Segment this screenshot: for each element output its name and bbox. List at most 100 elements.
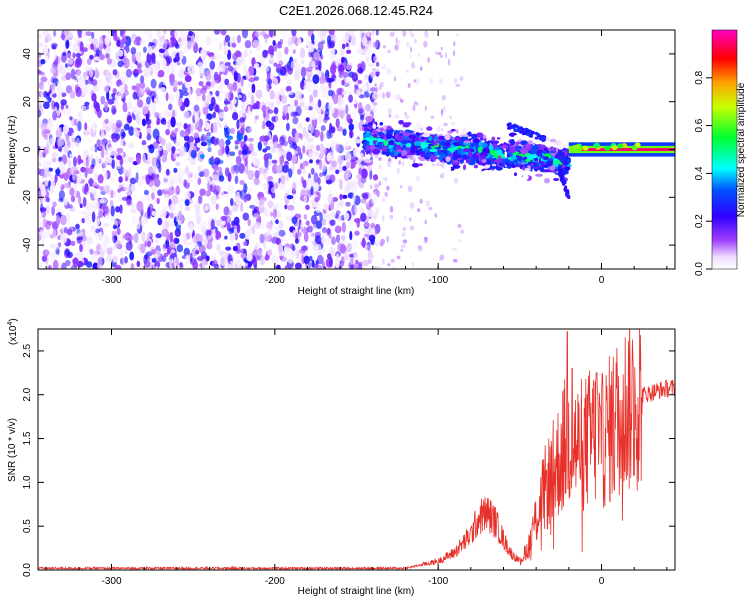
noise-cell [240, 253, 247, 259]
noise-cell [146, 96, 151, 105]
noise-cell [286, 215, 293, 221]
noise-cell [70, 195, 76, 203]
noise-cell [188, 30, 194, 37]
noise-cell [287, 257, 294, 264]
noise-cell [267, 249, 273, 256]
noise-cell [63, 196, 69, 206]
noise-cell [187, 64, 192, 74]
noise-cell [227, 65, 234, 72]
faint-cell [423, 40, 428, 48]
noise-cell [110, 205, 115, 217]
faint-cell [411, 32, 414, 38]
snr-ytick-label: 2.5 [22, 344, 33, 358]
colorbar-tick-label: 0.6 [694, 118, 705, 132]
noise-cell [151, 59, 156, 65]
noise-cell [94, 143, 98, 153]
echo-blob [571, 144, 578, 150]
noise-cell [241, 30, 249, 39]
noise-cell [116, 147, 124, 154]
noise-cell [51, 152, 59, 158]
band-cell [370, 145, 376, 150]
noise-cell [137, 99, 144, 108]
noise-cell [225, 246, 232, 251]
noise-cell [127, 156, 134, 163]
faint-cell [386, 235, 389, 243]
band-cell [472, 154, 479, 160]
faint-cell [452, 50, 456, 57]
faint-cell [453, 177, 459, 184]
noise-cell [237, 88, 242, 95]
band-cell [509, 146, 517, 154]
noise-cell [93, 193, 99, 200]
noise-cell [74, 63, 80, 68]
noise-cell [239, 248, 247, 254]
noise-cell [331, 144, 335, 152]
band-cell [373, 134, 378, 138]
band-cell [513, 172, 518, 177]
noise-cell [70, 240, 76, 246]
noise-cell [260, 31, 267, 36]
noise-cell [345, 104, 349, 115]
faint-cell [413, 79, 417, 83]
noise-cell [303, 214, 308, 220]
noise-cell [220, 215, 228, 221]
noise-cell [215, 230, 222, 240]
noise-cell [290, 243, 295, 250]
noise-cell [122, 140, 126, 147]
noise-cell [254, 221, 262, 229]
faint-cell [399, 184, 403, 189]
noise-cell [160, 208, 167, 219]
noise-cell [147, 166, 154, 176]
faint-cell [366, 244, 370, 250]
snr-scale-exp: 4 [7, 322, 14, 326]
noise-cell [218, 82, 224, 94]
noise-cell [198, 81, 204, 87]
faint-cell [431, 163, 436, 167]
noise-cell [368, 234, 376, 242]
band-cell [530, 160, 534, 163]
noise-cell [210, 219, 215, 230]
band-cell [527, 140, 533, 144]
faint-cell [400, 99, 404, 103]
noise-cell [102, 244, 108, 253]
band-cell [499, 145, 507, 149]
noise-cell [275, 99, 281, 105]
noise-cell [259, 233, 265, 244]
faint-cell [382, 45, 386, 49]
noise-cell [52, 93, 57, 98]
noise-cell [214, 52, 222, 61]
noise-cell [218, 111, 225, 119]
spectrogram-xlabel: Height of straight line (km) [298, 286, 415, 297]
faint-cell [409, 225, 415, 231]
noise-cell [214, 157, 221, 166]
noise-cell [165, 221, 170, 229]
noise-cell [92, 38, 99, 49]
noise-cell [119, 69, 127, 81]
noise-cell [291, 30, 297, 37]
noise-cell [210, 55, 216, 60]
noise-cell [89, 248, 94, 255]
band-cell [423, 154, 432, 158]
noise-cell [85, 31, 92, 37]
noise-cell [316, 255, 324, 265]
branch-cell [525, 130, 530, 133]
noise-cell [313, 151, 319, 156]
band-cell [531, 144, 540, 151]
noise-cell [249, 204, 256, 209]
noise-cell [278, 220, 284, 230]
noise-cell [80, 104, 85, 111]
noise-cell [208, 103, 214, 112]
noise-cell [353, 252, 360, 262]
noise-cell [290, 111, 298, 118]
noise-cell [77, 110, 82, 118]
noise-cell [202, 93, 206, 102]
band-cell [526, 154, 535, 160]
noise-cell [353, 99, 357, 105]
noise-cell [243, 183, 248, 194]
noise-cell [86, 244, 91, 252]
noise-cell [178, 68, 185, 79]
faint-cell [367, 164, 372, 172]
band-cell [366, 153, 371, 160]
colorbar-tick-label: 0.0 [694, 262, 705, 276]
noise-cell [297, 38, 302, 45]
